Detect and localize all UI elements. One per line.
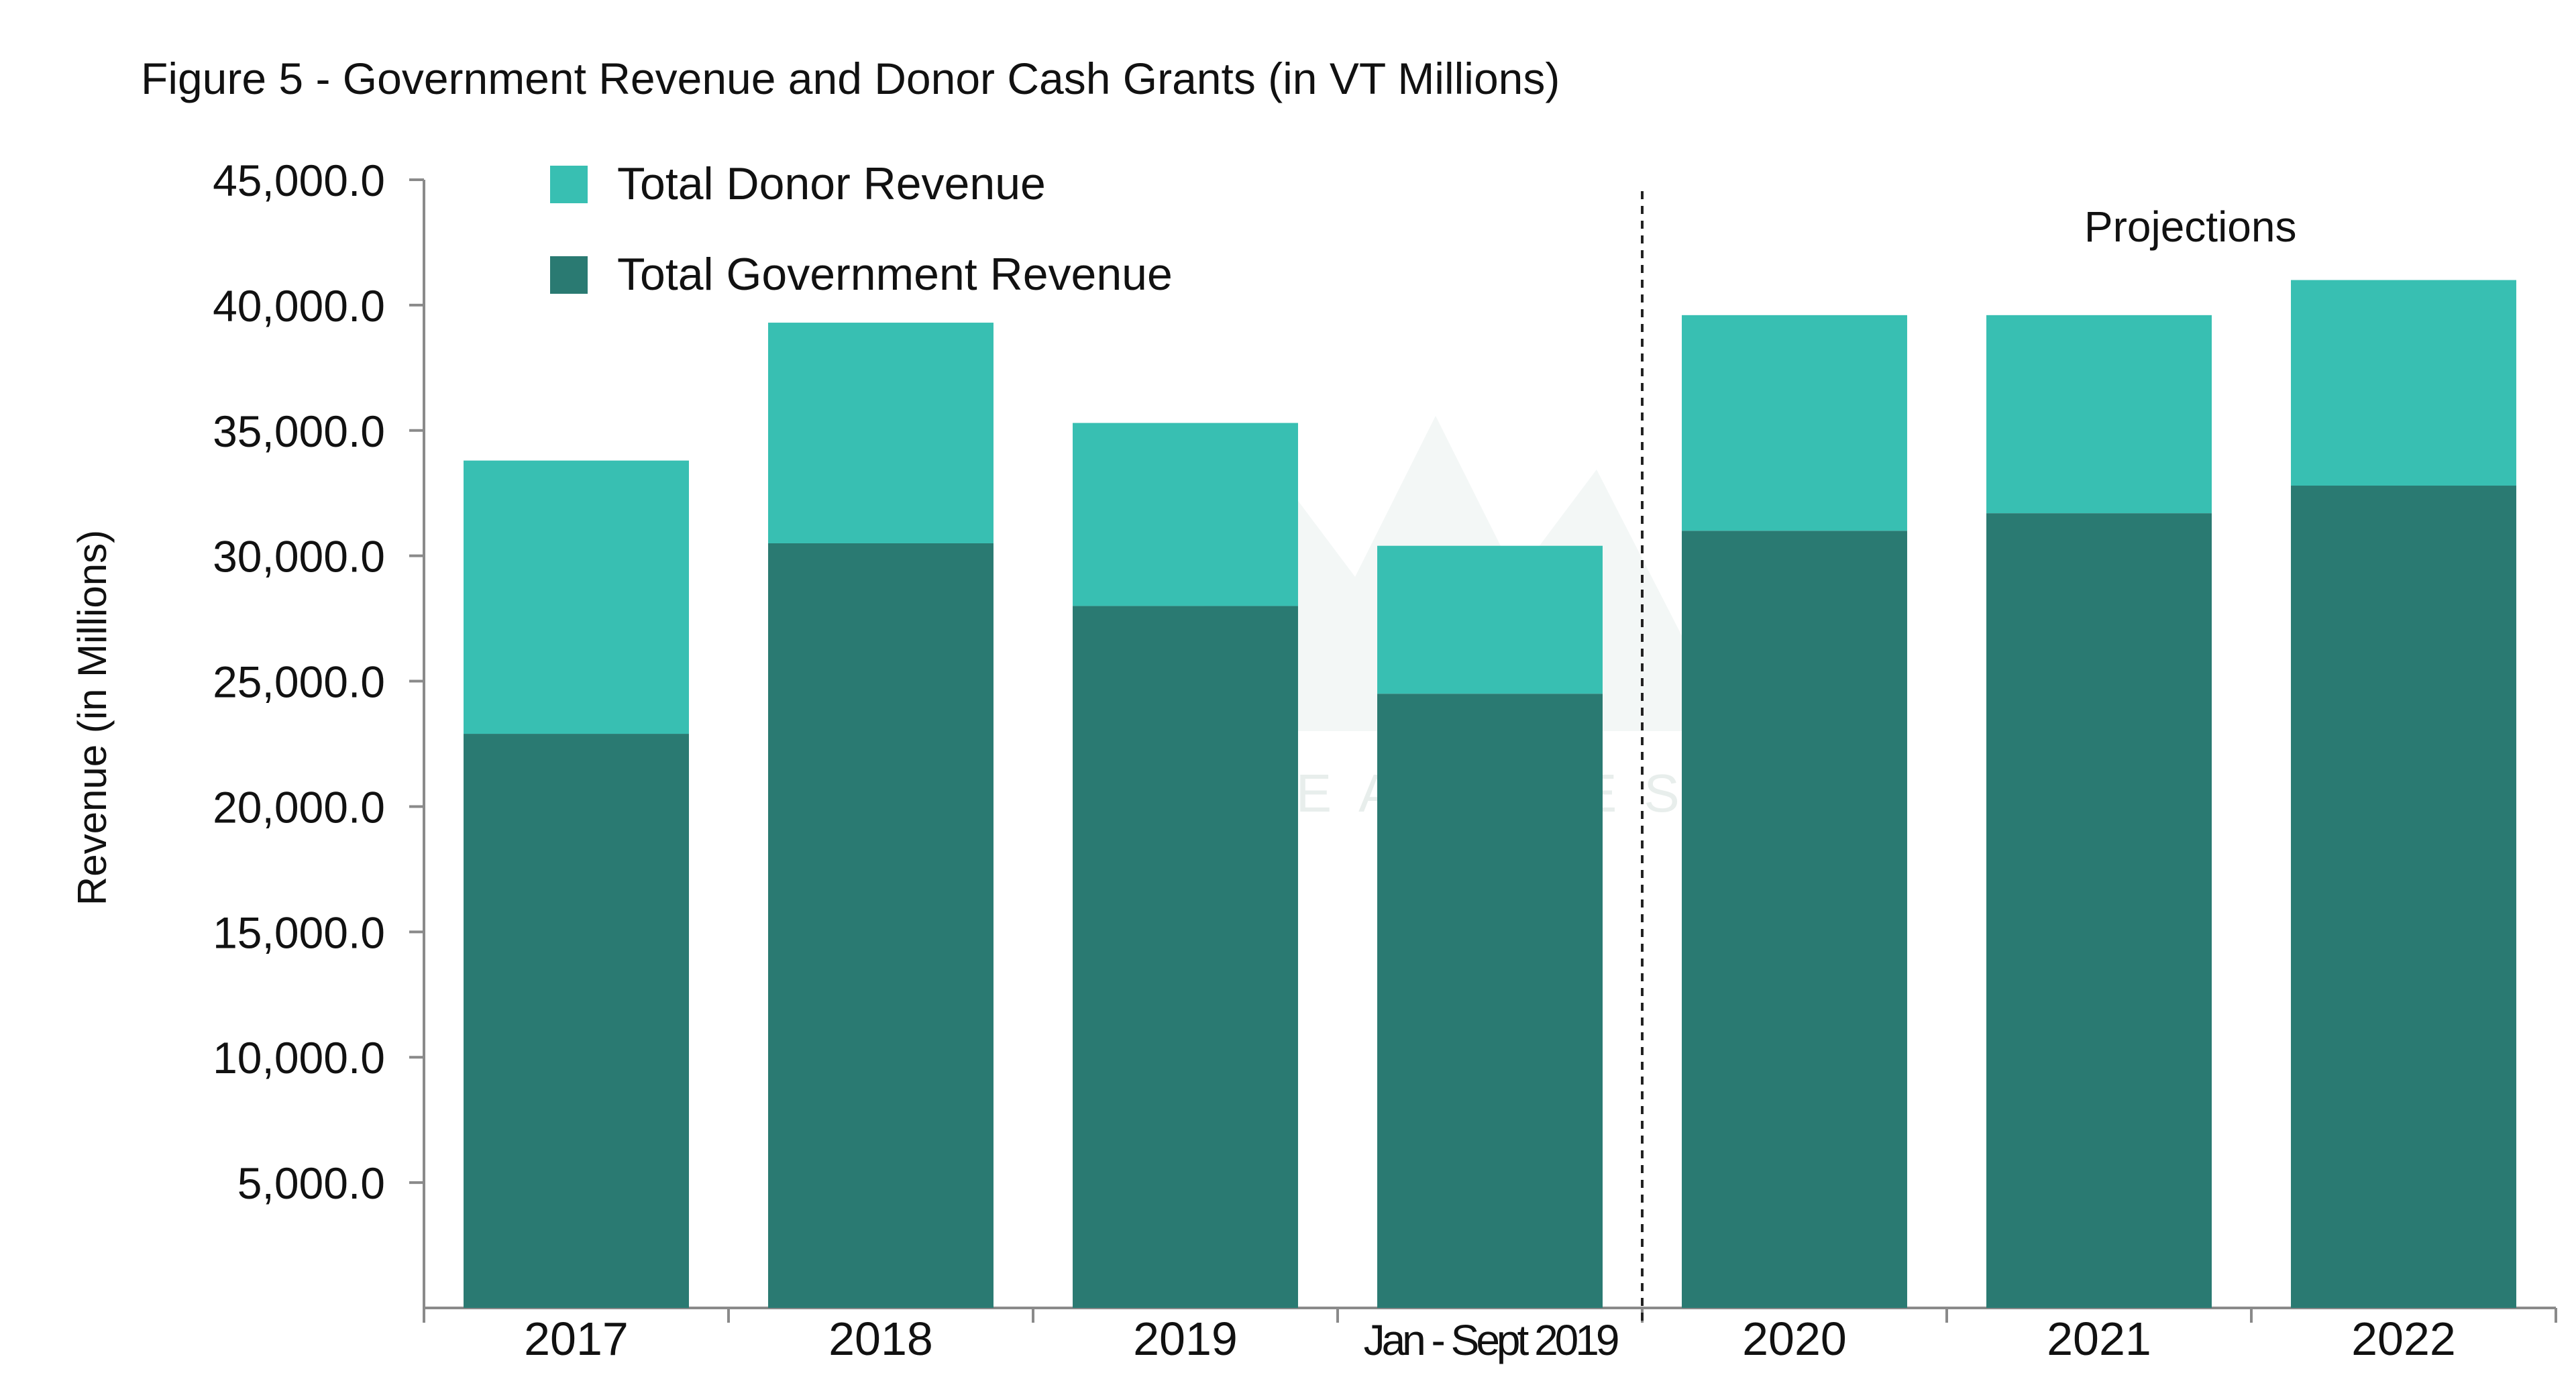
bar-donor-revenue — [1073, 423, 1298, 606]
x-tick-label: 2021 — [2047, 1313, 2151, 1365]
legend-swatch — [550, 166, 588, 203]
y-tick-label: 30,000.0 — [213, 532, 385, 582]
bar-government-revenue — [1377, 694, 1603, 1308]
x-axis-labels: 2017 2018 2019 Jan - Sept 2019 2020 2021 2022 — [524, 1313, 2456, 1365]
y-tick-label: 35,000.0 — [213, 406, 385, 456]
projections-divider: Projections — [1641, 191, 2297, 1323]
legend-swatch — [550, 256, 588, 294]
bar-government-revenue — [768, 543, 994, 1308]
bar-government-revenue — [1986, 513, 2212, 1308]
y-tick-label: 10,000.0 — [213, 1033, 385, 1083]
y-tick-label: 5,000.0 — [237, 1158, 385, 1208]
y-tick-label: 15,000.0 — [213, 908, 385, 957]
x-tick-label: 2020 — [1742, 1313, 1847, 1365]
bar-government-revenue — [2291, 486, 2516, 1308]
bar-government-revenue — [1682, 531, 1907, 1309]
y-tick-label: 25,000.0 — [213, 657, 385, 707]
bar-government-revenue — [1073, 606, 1298, 1308]
y-axis-ticks: 5,000.0 10,000.0 15,000.0 20,000.0 25,000.0 3… — [213, 156, 424, 1208]
x-tick-label: 2022 — [2351, 1313, 2456, 1365]
legend-label: Total Government Revenue — [617, 249, 1173, 300]
bar-donor-revenue — [1682, 315, 1907, 531]
y-tick-label: 45,000.0 — [213, 156, 385, 205]
bars — [464, 280, 2516, 1309]
x-tick-label: 2019 — [1133, 1313, 1238, 1365]
x-tick-label: 2017 — [524, 1313, 629, 1365]
y-tick-label: 40,000.0 — [213, 281, 385, 331]
bar-donor-revenue — [2291, 280, 2516, 486]
bar-donor-revenue — [464, 460, 689, 734]
x-tick-label: Jan - Sept 2019 — [1364, 1316, 1618, 1364]
bar-donor-revenue — [768, 323, 994, 543]
legend-label: Total Donor Revenue — [617, 158, 1046, 209]
bar-donor-revenue — [1377, 545, 1603, 694]
chart-title: Figure 5 - Government Revenue and Donor … — [141, 54, 1560, 103]
x-tick-label: 2018 — [828, 1313, 933, 1365]
bar-government-revenue — [464, 734, 689, 1308]
y-tick-label: 20,000.0 — [213, 782, 385, 832]
projections-label: Projections — [2084, 203, 2297, 251]
legend: Total Donor Revenue Total Government Reve… — [550, 158, 1173, 300]
y-axis-label: Revenue (in Millions) — [70, 530, 115, 905]
bar-donor-revenue — [1986, 315, 2212, 514]
